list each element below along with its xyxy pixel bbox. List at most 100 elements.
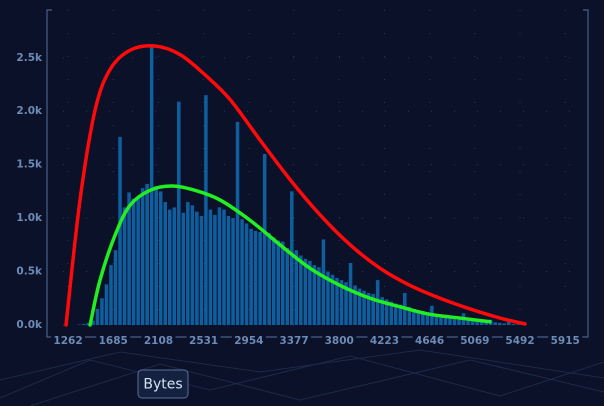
bar (91, 320, 95, 325)
bar (330, 274, 335, 325)
plot-frame (46, 9, 589, 338)
bar (299, 255, 303, 325)
bar (167, 209, 172, 325)
bar (375, 280, 380, 325)
bar (362, 290, 366, 325)
bar (389, 301, 393, 325)
bar (181, 212, 186, 325)
xlabel-box (137, 369, 189, 399)
x-tick-label-bg (503, 334, 538, 347)
bar (321, 239, 326, 325)
bar (244, 223, 249, 325)
bar (412, 308, 416, 325)
bar (393, 303, 398, 325)
x-tick-label-bg (277, 334, 312, 347)
bar (502, 323, 506, 325)
bar (109, 265, 113, 325)
bar (113, 250, 118, 325)
bar (217, 207, 222, 325)
bar (366, 292, 371, 325)
y-tick-label: 1.5k (16, 159, 43, 171)
bar (303, 258, 308, 325)
bar (186, 202, 190, 325)
bar (127, 192, 131, 325)
bar (172, 207, 177, 325)
bar (262, 153, 267, 325)
bar (86, 322, 91, 325)
x-tick-label: 1685 (99, 335, 128, 347)
x-tick-label: 1262 (53, 335, 82, 347)
x-tick-label: 2108 (144, 335, 173, 347)
bar (235, 121, 240, 326)
x-tick-label: 3800 (325, 335, 354, 347)
bar (136, 196, 140, 325)
bar (77, 324, 82, 325)
bar (484, 321, 488, 325)
bar (452, 317, 457, 325)
bar (339, 280, 344, 325)
x-tick-label-bg (412, 334, 447, 347)
bar (154, 186, 158, 325)
bar (312, 265, 317, 325)
bar (199, 215, 204, 325)
bar (326, 271, 330, 325)
bar (158, 191, 163, 325)
x-tick-label-bg (96, 334, 131, 347)
bar (226, 215, 231, 325)
bar (448, 316, 452, 325)
bar (140, 188, 145, 325)
bar (267, 233, 271, 325)
bar (506, 321, 511, 325)
bar (231, 218, 235, 325)
x-tick-label: 2531 (189, 335, 218, 347)
bar (470, 320, 475, 325)
bar (149, 47, 154, 325)
bar (285, 248, 290, 325)
bar (425, 312, 430, 325)
bar (195, 211, 199, 325)
fit-curve (64, 44, 527, 327)
bar (280, 241, 285, 325)
y-tick-label: 2.0k (16, 105, 43, 117)
bar (249, 228, 253, 325)
fit-curve (88, 184, 492, 327)
bar (353, 285, 357, 325)
bar (271, 237, 276, 325)
bar (357, 288, 362, 325)
bar (208, 209, 213, 325)
y-tick-label: 0.5k (16, 266, 43, 278)
bar (497, 322, 502, 325)
bar (100, 298, 104, 325)
x-tick-label-bg (141, 334, 176, 347)
bar (421, 311, 425, 325)
bar (317, 267, 321, 325)
x-axis-label: Bytes (143, 377, 182, 393)
y-tick-label: 2.5k (16, 52, 43, 64)
x-tick-label: 3377 (279, 335, 308, 347)
x-tick-label-bg (231, 334, 266, 347)
bar (493, 322, 497, 325)
bar (190, 205, 195, 325)
bar (253, 230, 258, 325)
bar (479, 321, 484, 325)
bar (384, 299, 389, 325)
x-tick-label-bg (186, 334, 221, 347)
bar (416, 310, 421, 325)
bar (443, 316, 448, 325)
bar (294, 250, 299, 325)
bar (511, 323, 516, 325)
bar (308, 260, 312, 325)
x-tick-label: 2954 (234, 335, 263, 347)
bar (516, 324, 520, 325)
bars (77, 47, 520, 326)
x-tick-label: 4646 (415, 335, 444, 347)
y-tick-label: 0.0k (16, 319, 43, 331)
x-tick-label-bg (457, 334, 492, 347)
tick-labels: 0.0k 0.5k 1.0k 1.5k 2.0k 2.5k 1262 1685 2108 2531… (16, 52, 583, 347)
bar (434, 314, 439, 325)
bar (258, 232, 262, 325)
bar (276, 240, 280, 325)
bar (240, 219, 244, 325)
